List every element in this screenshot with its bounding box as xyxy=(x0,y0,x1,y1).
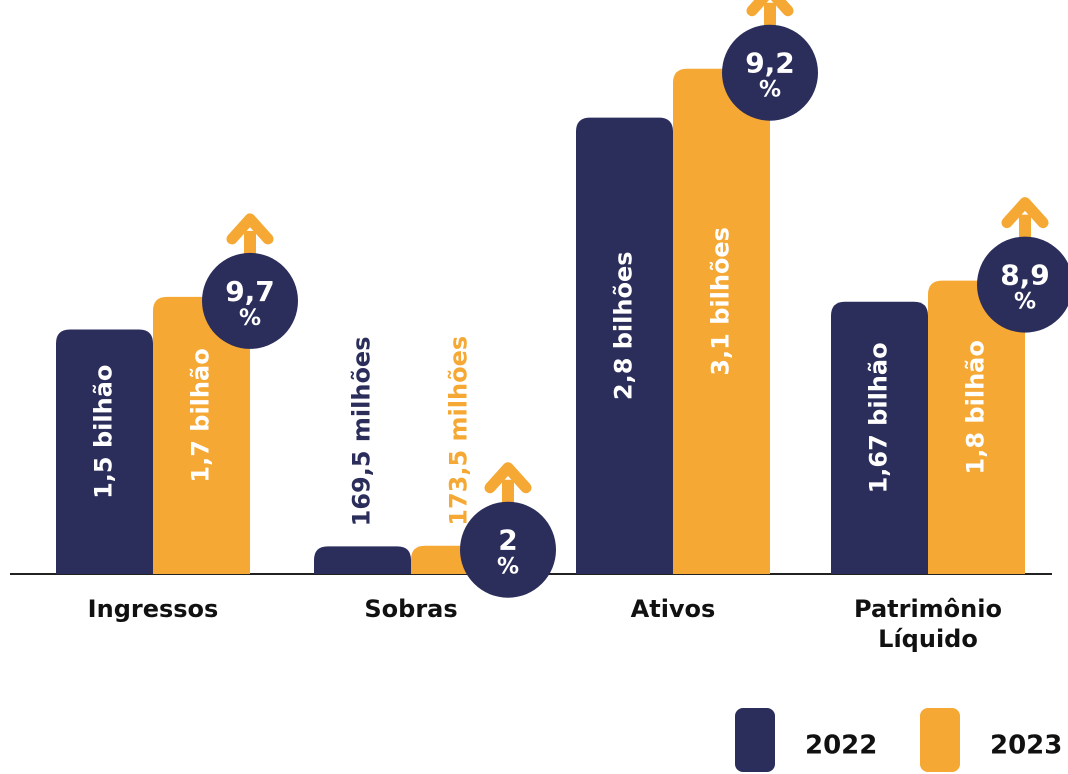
value-label: 1,67 bilhão xyxy=(865,342,893,493)
growth-arrow-head xyxy=(1001,197,1049,229)
bar xyxy=(56,329,153,574)
bar xyxy=(831,301,928,574)
value-label: 1,7 bilhão xyxy=(187,348,215,482)
x-tick-label: Ingressos xyxy=(88,595,219,623)
bar xyxy=(576,117,673,574)
growth-arrow-head xyxy=(484,462,532,494)
value-label: 1,5 bilhão xyxy=(90,365,118,499)
growth-unit: % xyxy=(1014,290,1036,315)
growth-unit: % xyxy=(759,78,781,103)
growth-arrow-head xyxy=(746,0,794,17)
growth-badge xyxy=(722,24,818,121)
legend-swatch xyxy=(735,708,775,772)
growth-unit: % xyxy=(239,306,261,331)
value-label: 2,8 bilhões xyxy=(610,251,638,400)
bar xyxy=(928,280,1025,574)
growth-badge xyxy=(977,236,1068,333)
x-tick-label: Patrimônio Líquido xyxy=(854,595,1002,653)
value-label: 173,5 milhões xyxy=(445,336,473,526)
value-label: 169,5 milhões xyxy=(348,336,376,526)
legend-label: 2022 xyxy=(805,731,877,761)
x-tick-label: Sobras xyxy=(364,595,457,623)
value-label: 1,8 bilhão xyxy=(962,340,990,474)
x-tick-label: Ativos xyxy=(631,595,716,623)
legend-swatch xyxy=(920,708,960,772)
growth-label: 8,9 xyxy=(1000,259,1050,292)
growth-label: 9,2 xyxy=(745,47,795,80)
growth-label: 2 xyxy=(498,524,517,557)
growth-unit: % xyxy=(497,555,519,580)
growth-badge xyxy=(460,501,556,598)
bar xyxy=(314,546,411,574)
growth-label: 9,7 xyxy=(225,275,275,308)
bar xyxy=(673,68,770,574)
bar xyxy=(153,296,250,574)
legend-label: 2023 xyxy=(990,731,1062,761)
value-label: 3,1 bilhões xyxy=(707,227,735,376)
growth-badge xyxy=(202,252,298,349)
growth-arrow-head xyxy=(226,213,274,245)
